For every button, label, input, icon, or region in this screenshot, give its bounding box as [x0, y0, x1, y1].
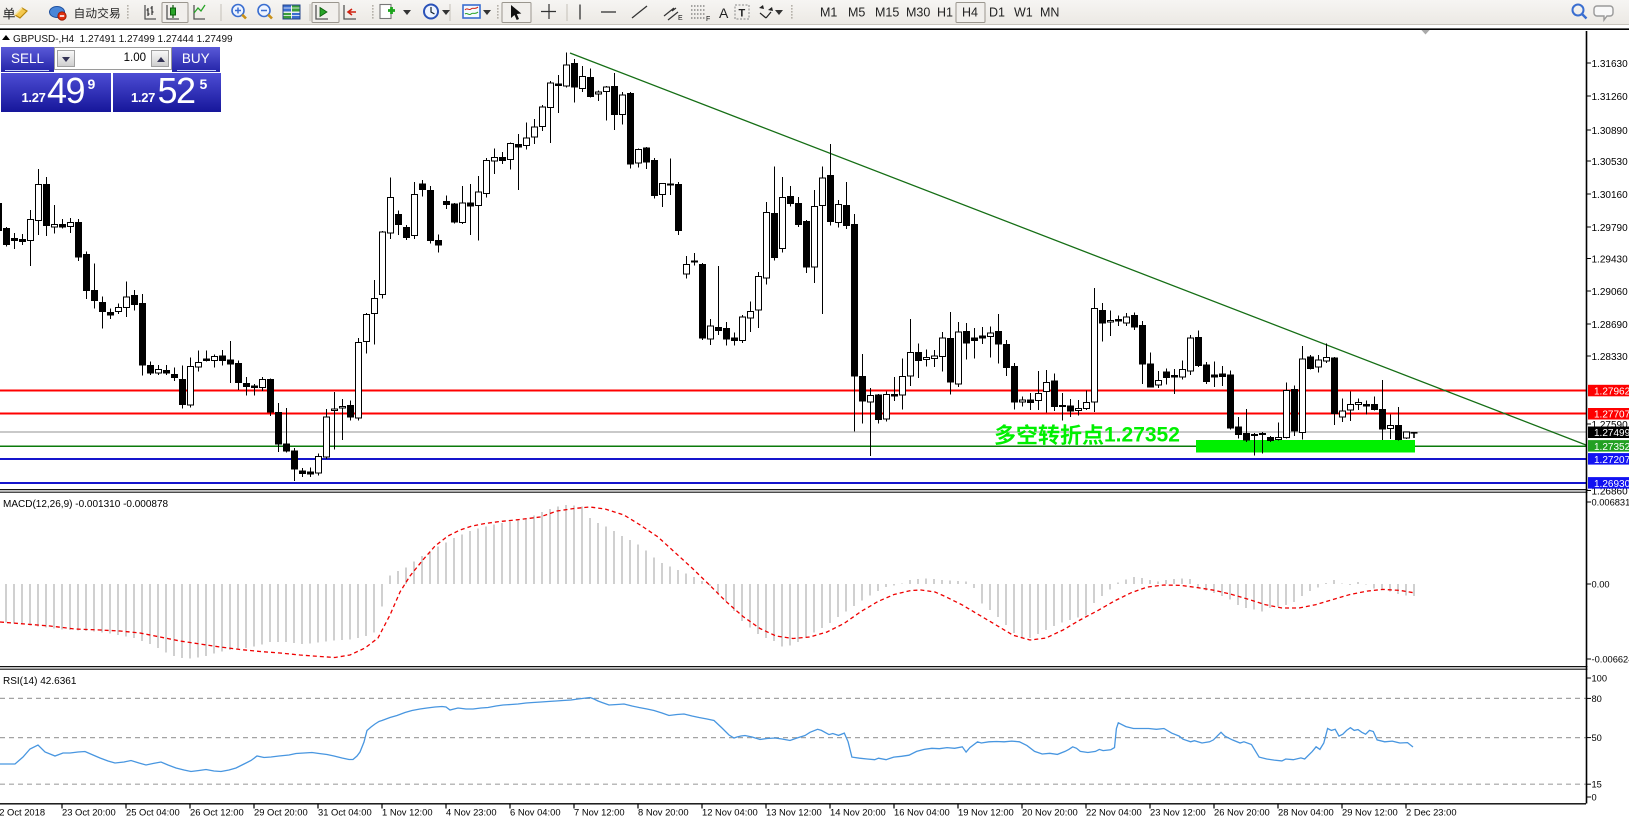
svg-text:8 Nov 20:00: 8 Nov 20:00 [638, 807, 689, 818]
svg-text:2 Dec 23:00: 2 Dec 23:00 [1406, 807, 1457, 818]
svg-text:12 Nov 04:00: 12 Nov 04:00 [702, 807, 758, 818]
svg-text:1.29060: 1.29060 [1592, 287, 1629, 298]
svg-text:1.27352: 1.27352 [1104, 424, 1180, 447]
svg-text:25 Oct 04:00: 25 Oct 04:00 [126, 807, 180, 818]
svg-text:26 Oct 12:00: 26 Oct 12:00 [190, 807, 244, 818]
svg-text:RSI(14) 42.6361: RSI(14) 42.6361 [3, 676, 77, 687]
svg-text:-0.006624: -0.006624 [1592, 655, 1629, 665]
svg-text:E: E [678, 15, 683, 22]
svg-text:28 Nov 04:00: 28 Nov 04:00 [1278, 807, 1334, 818]
svg-text:14 Nov 20:00: 14 Nov 20:00 [830, 807, 886, 818]
svg-text:T: T [739, 8, 746, 20]
svg-text:A: A [719, 5, 729, 21]
svg-text:0.006831: 0.006831 [1592, 498, 1629, 508]
svg-text:M15: M15 [875, 6, 899, 20]
svg-text:19 Nov 12:00: 19 Nov 12:00 [958, 807, 1014, 818]
svg-text:D1: D1 [989, 6, 1005, 20]
svg-text:0: 0 [1592, 793, 1597, 803]
svg-text:1 Nov 12:00: 1 Nov 12:00 [382, 807, 433, 818]
svg-text:H1: H1 [937, 6, 953, 20]
svg-text:7 Nov 12:00: 7 Nov 12:00 [574, 807, 625, 818]
svg-text:1.30160: 1.30160 [1592, 190, 1629, 201]
svg-text:22 Oct 2018: 22 Oct 2018 [0, 807, 45, 818]
svg-text:1.31260: 1.31260 [1592, 92, 1629, 103]
svg-text:1.30530: 1.30530 [1592, 157, 1629, 168]
svg-text:1.27590: 1.27590 [1592, 420, 1629, 431]
svg-text:1.29430: 1.29430 [1592, 255, 1629, 266]
svg-text:MN: MN [1040, 6, 1059, 20]
svg-text:1.26860: 1.26860 [1592, 487, 1629, 498]
svg-text:31 Oct 04:00: 31 Oct 04:00 [318, 807, 372, 818]
svg-text:50: 50 [1592, 733, 1602, 743]
svg-text:6 Nov 04:00: 6 Nov 04:00 [510, 807, 561, 818]
svg-text:80: 80 [1592, 694, 1602, 704]
svg-text:23 Nov 12:00: 23 Nov 12:00 [1150, 807, 1206, 818]
svg-text:1.31630: 1.31630 [1592, 59, 1629, 70]
svg-text:29 Nov 12:00: 29 Nov 12:00 [1342, 807, 1398, 818]
svg-text:1.27499: 1.27499 [1594, 428, 1629, 439]
svg-text:1.29790: 1.29790 [1592, 223, 1629, 234]
svg-text:23 Oct 20:00: 23 Oct 20:00 [62, 807, 116, 818]
svg-text:H4: H4 [962, 6, 978, 20]
svg-text:1.27962: 1.27962 [1594, 387, 1629, 398]
svg-text:M1: M1 [820, 6, 837, 20]
svg-text:16 Nov 04:00: 16 Nov 04:00 [894, 807, 950, 818]
svg-text:13 Nov 12:00: 13 Nov 12:00 [766, 807, 822, 818]
svg-text:1.28330: 1.28330 [1592, 352, 1629, 363]
svg-text:1.30890: 1.30890 [1592, 126, 1629, 137]
svg-text:4 Nov 23:00: 4 Nov 23:00 [446, 807, 497, 818]
svg-text:26 Nov 20:00: 26 Nov 20:00 [1214, 807, 1270, 818]
svg-text:1.28690: 1.28690 [1592, 320, 1629, 331]
svg-text:29 Oct 20:00: 29 Oct 20:00 [254, 807, 308, 818]
svg-text:1.27352: 1.27352 [1594, 442, 1629, 453]
svg-text:M30: M30 [906, 6, 930, 20]
svg-text:1.27707: 1.27707 [1594, 410, 1629, 421]
svg-text:1.26930: 1.26930 [1594, 479, 1629, 490]
svg-text:F: F [706, 16, 710, 23]
svg-text:20 Nov 20:00: 20 Nov 20:00 [1022, 807, 1078, 818]
svg-text:MACD(12,26,9) -0.001310 -0.000: MACD(12,26,9) -0.001310 -0.000878 [3, 499, 169, 510]
svg-text:100: 100 [1592, 674, 1608, 684]
svg-text:M5: M5 [848, 6, 865, 20]
svg-text:W1: W1 [1014, 6, 1033, 20]
svg-text:22 Nov 04:00: 22 Nov 04:00 [1086, 807, 1142, 818]
svg-text:1.27207: 1.27207 [1594, 455, 1629, 466]
svg-text:0.00: 0.00 [1592, 580, 1610, 590]
svg-text:15: 15 [1592, 780, 1602, 790]
